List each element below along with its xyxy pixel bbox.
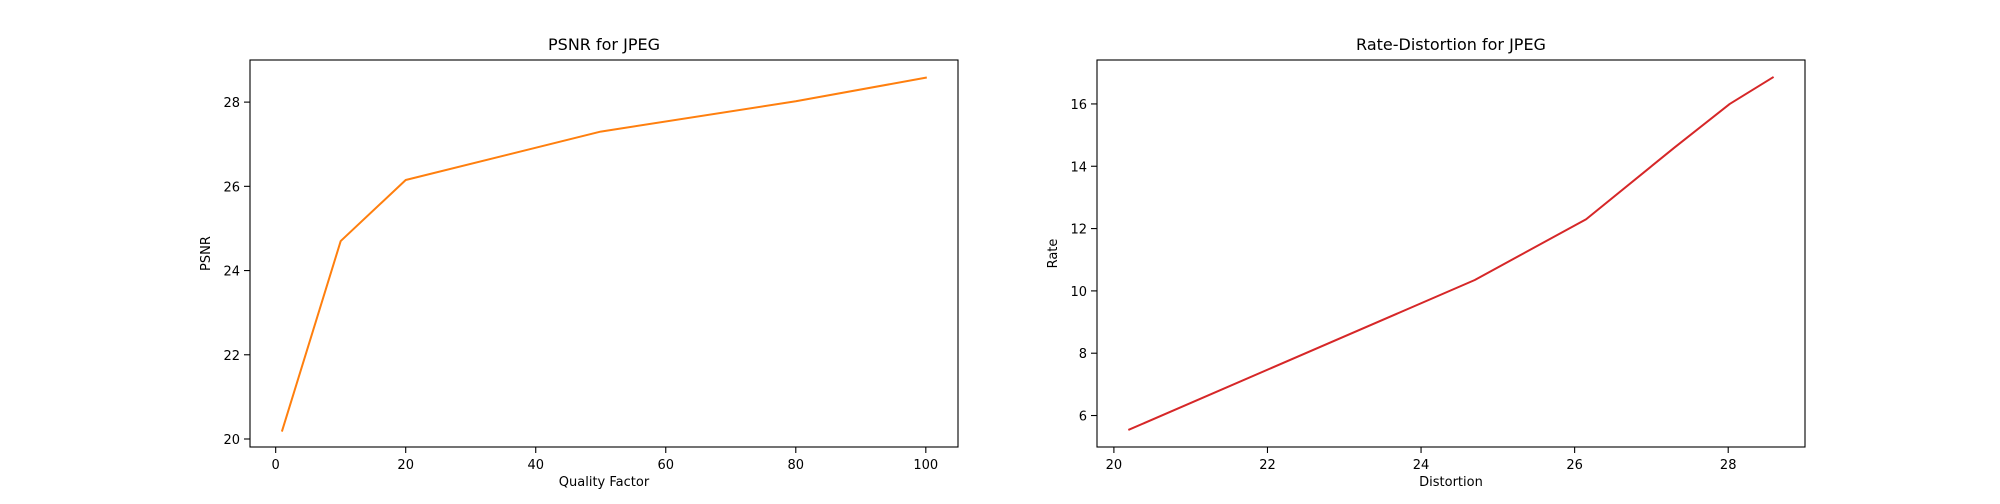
psnr-series-line [280,76,927,432]
psnr-x-tick-label: 40 [527,458,544,473]
psnr-y-tick-label: 20 [223,433,240,448]
psnr-y-tick-label: 28 [223,96,240,111]
psnr-chart-title: PSNR for JPEG [548,35,660,54]
rate-distortion-x-tick-label: 22 [1259,458,1276,473]
rate-distortion-y-tick-label: 10 [1070,285,1087,300]
rate-distortion-chart-title: Rate-Distortion for JPEG [1356,35,1546,54]
rate-distortion-series-line [1127,76,1775,431]
rate-distortion-x-tick-label: 20 [1106,458,1123,473]
psnr-x-axis-label: Quality Factor [559,475,650,490]
chart-psnr: 0 20 40 60 80 100 20 22 24 26 28 PSNR for JPEG Quali… [199,35,959,490]
psnr-plot-frame [249,59,959,448]
psnr-x-tick-label: 100 [913,458,938,473]
rate-distortion-x-tick-label: 24 [1413,458,1430,473]
rate-distortion-y-tick-label: 8 [1079,347,1087,362]
psnr-x-tick-label: 60 [657,458,674,473]
psnr-x-tick-label: 20 [397,458,414,473]
psnr-x-tick-label: 80 [788,458,805,473]
rate-distortion-y-axis-label: Rate [1046,239,1061,269]
rate-distortion-plot-frame [1096,59,1806,448]
rate-distortion-y-tick-label: 16 [1070,98,1087,113]
psnr-x-tick-label: 0 [272,458,280,473]
rate-distortion-y-tick-label: 12 [1070,223,1087,238]
psnr-y-tick-label: 24 [223,265,240,280]
rate-distortion-x-axis-label: Distortion [1419,475,1483,490]
rate-distortion-x-tick-label: 28 [1720,458,1737,473]
chart-rate-distortion: 20 22 24 26 28 6 8 10 12 14 16 Rate-Distortion for … [1046,35,1806,490]
psnr-y-tick-label: 26 [223,180,240,195]
rate-distortion-x-tick-label: 26 [1566,458,1583,473]
rate-distortion-y-tick-label: 14 [1070,160,1087,175]
psnr-y-axis-label: PSNR [199,236,214,271]
rate-distortion-y-tick-label: 6 [1079,410,1087,425]
psnr-y-tick-label: 22 [223,349,240,364]
